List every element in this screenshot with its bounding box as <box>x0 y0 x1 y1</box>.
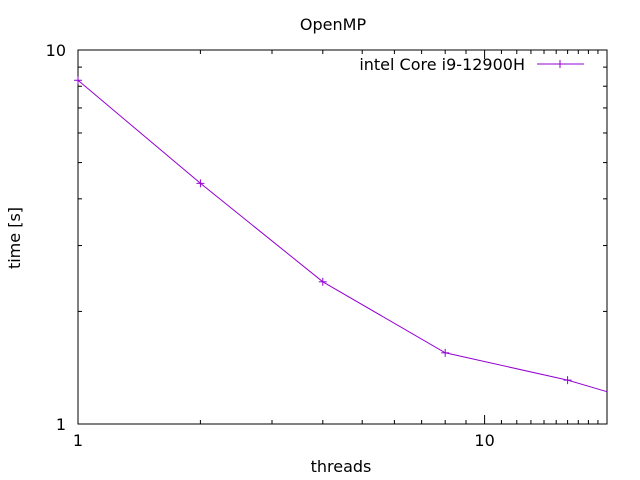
legend: intel Core i9-12900H <box>359 55 584 74</box>
data-point <box>196 179 205 188</box>
data-point <box>441 348 450 357</box>
plot-frame <box>77 49 608 425</box>
x-tick-label: 10 <box>474 431 494 450</box>
y-tick-label: 10 <box>46 41 66 60</box>
data-point <box>318 277 327 286</box>
chart-title: OpenMP <box>300 15 367 34</box>
x-axis-label: threads <box>311 457 372 476</box>
data-point <box>563 376 572 385</box>
axes <box>77 49 608 425</box>
plot-area <box>74 76 608 393</box>
data-point <box>74 76 82 85</box>
ticks: 1 10 1 10 <box>46 41 608 450</box>
y-axis-label: time [s] <box>5 207 24 269</box>
series-line <box>77 79 608 393</box>
y-tick-label: 1 <box>56 415 66 434</box>
legend-label: intel Core i9-12900H <box>359 55 525 74</box>
x-tick-label: 1 <box>73 431 83 450</box>
